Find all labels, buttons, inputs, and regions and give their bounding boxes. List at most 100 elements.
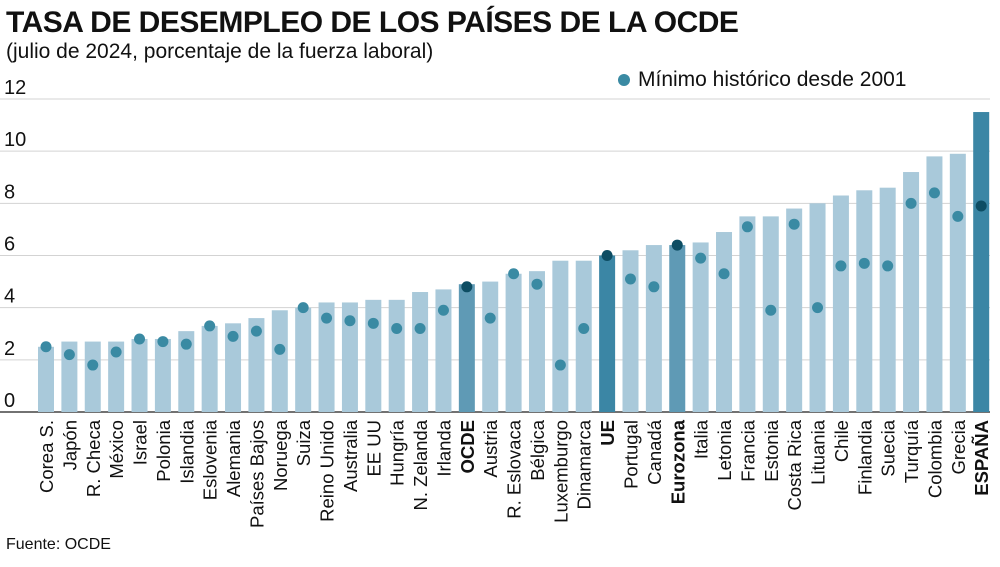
x-tick-label: Turquía (901, 419, 922, 483)
bar-dinamarca (575, 260, 592, 412)
min-dot-israel (134, 333, 146, 345)
x-tick-label: Finlandia (854, 419, 875, 495)
min-dot-corea-s- (40, 341, 52, 353)
x-tick-label: Polonia (153, 419, 174, 481)
bar-suecia (879, 187, 896, 412)
x-tick-label: Reino Unido (317, 420, 338, 522)
y-tick-label: 0 (4, 390, 15, 412)
chart-subtitle: (julio de 2024, porcentaje de la fuerza … (6, 40, 434, 63)
bar-grecia (949, 153, 966, 412)
bar-irlanda (435, 289, 452, 412)
min-dot-suiza (297, 302, 309, 314)
bar-méxico (108, 341, 125, 412)
x-tick-label: Hungría (387, 419, 408, 486)
y-tick-label: 12 (4, 77, 26, 99)
bar-polonia (154, 338, 171, 412)
bar-japón (61, 341, 78, 412)
min-dot-francia (741, 221, 753, 233)
bar-portugal (622, 250, 639, 412)
bar-bélgica (528, 271, 545, 412)
x-tick-label: Lituania (808, 419, 829, 485)
min-dot-estonia (765, 304, 777, 316)
x-tick-label: Costa Rica (784, 419, 805, 510)
x-tick-label: Suecia (878, 419, 899, 476)
x-tick-label: Portugal (621, 420, 642, 489)
x-tick-label: Grecia (948, 419, 969, 474)
min-dot-alemania (227, 330, 239, 342)
min-dot-ocde (461, 281, 473, 293)
y-tick-label: 2 (4, 338, 15, 360)
x-tick-label: Austria (480, 419, 501, 477)
dot-layer (40, 187, 987, 371)
x-tick-label: Italia (691, 419, 712, 459)
source-note: Fuente: OCDE (6, 536, 111, 553)
min-dot-australia (344, 315, 356, 327)
x-tick-label: Eurozona (667, 419, 688, 504)
x-tick-label: UE (597, 420, 618, 446)
min-dot-turquía (905, 197, 917, 209)
x-tick-label: Colombia (924, 419, 945, 498)
y-tick-label: 6 (4, 234, 15, 256)
min-dot-finlandia (858, 257, 870, 269)
min-dot-suecia (882, 260, 894, 272)
min-dot-italia (695, 252, 707, 264)
chart-title: TASA DE DESEMPLEO DE LOS PAÍSES DE LA OC… (6, 6, 739, 39)
bar-r-checa (84, 341, 101, 412)
bar-eurozona (669, 245, 686, 412)
legend-label: Mínimo histórico desde 2001 (638, 68, 907, 91)
bar-r-eslovaca (505, 273, 522, 412)
min-dot-costa-rica (788, 218, 800, 230)
min-dot-noruega (274, 343, 286, 355)
x-tick-label: Corea S. (36, 420, 57, 493)
min-dot-portugal (625, 273, 636, 285)
min-dot-lituania (812, 302, 824, 314)
x-tick-label: OCDE (457, 420, 478, 473)
bar-países-bajos (248, 318, 265, 412)
x-tick-label: México (106, 420, 127, 479)
bar-noruega (271, 310, 288, 412)
bar-ue (599, 255, 616, 412)
x-tick-label: ESPAÑA (971, 420, 992, 496)
bar-suiza (295, 307, 312, 412)
x-tick-label: Alemania (223, 419, 244, 497)
min-dot-chile (835, 260, 847, 272)
y-tick-label: 4 (4, 286, 15, 308)
x-tick-label: Irlanda (433, 419, 454, 476)
x-tick-label: Dinamarca (574, 419, 595, 509)
x-tick-label: Países Bajos (246, 420, 267, 528)
bar-islandia (178, 331, 195, 412)
x-tick-label: Letonia (714, 419, 735, 480)
min-dot-n-zelanda (414, 323, 426, 335)
min-dot-ue (601, 250, 613, 261)
x-tick-label: N. Zelanda (410, 419, 431, 510)
min-dot-japón (63, 349, 75, 361)
bar-colombia (926, 156, 943, 412)
min-dot-méxico (110, 346, 122, 358)
min-dot-luxemburgo (554, 359, 566, 371)
x-tick-label: Bélgica (527, 419, 548, 480)
bar-israel (131, 338, 148, 412)
min-dot-ee-uu (367, 317, 379, 329)
min-dot-canadá (648, 281, 660, 293)
min-dot-irlanda (437, 304, 449, 316)
x-tick-label: Eslovenia (200, 419, 221, 500)
bar-turquía (903, 172, 920, 412)
min-dot-reino-unido (321, 312, 333, 324)
legend-dot-icon (618, 74, 630, 86)
bar-layer (38, 112, 990, 413)
min-dot-r-eslovaca (508, 268, 520, 280)
x-tick-label: Chile (831, 420, 852, 462)
bar-alemania (225, 323, 242, 412)
bar-españa (973, 112, 990, 413)
min-dot-eurozona (671, 239, 683, 251)
label-layer: Corea S. Japón R. Checa México Israel Polonia… (36, 419, 992, 528)
x-tick-label: Estonia (761, 419, 782, 481)
bar-australia (341, 302, 358, 412)
min-dot-españa (975, 200, 987, 212)
bar-corea-s- (38, 346, 54, 412)
bar-reino-unido (318, 302, 335, 412)
x-tick-label: Islandia (176, 419, 197, 483)
bar-n-zelanda (412, 292, 429, 412)
x-tick-label: Australia (340, 419, 361, 492)
